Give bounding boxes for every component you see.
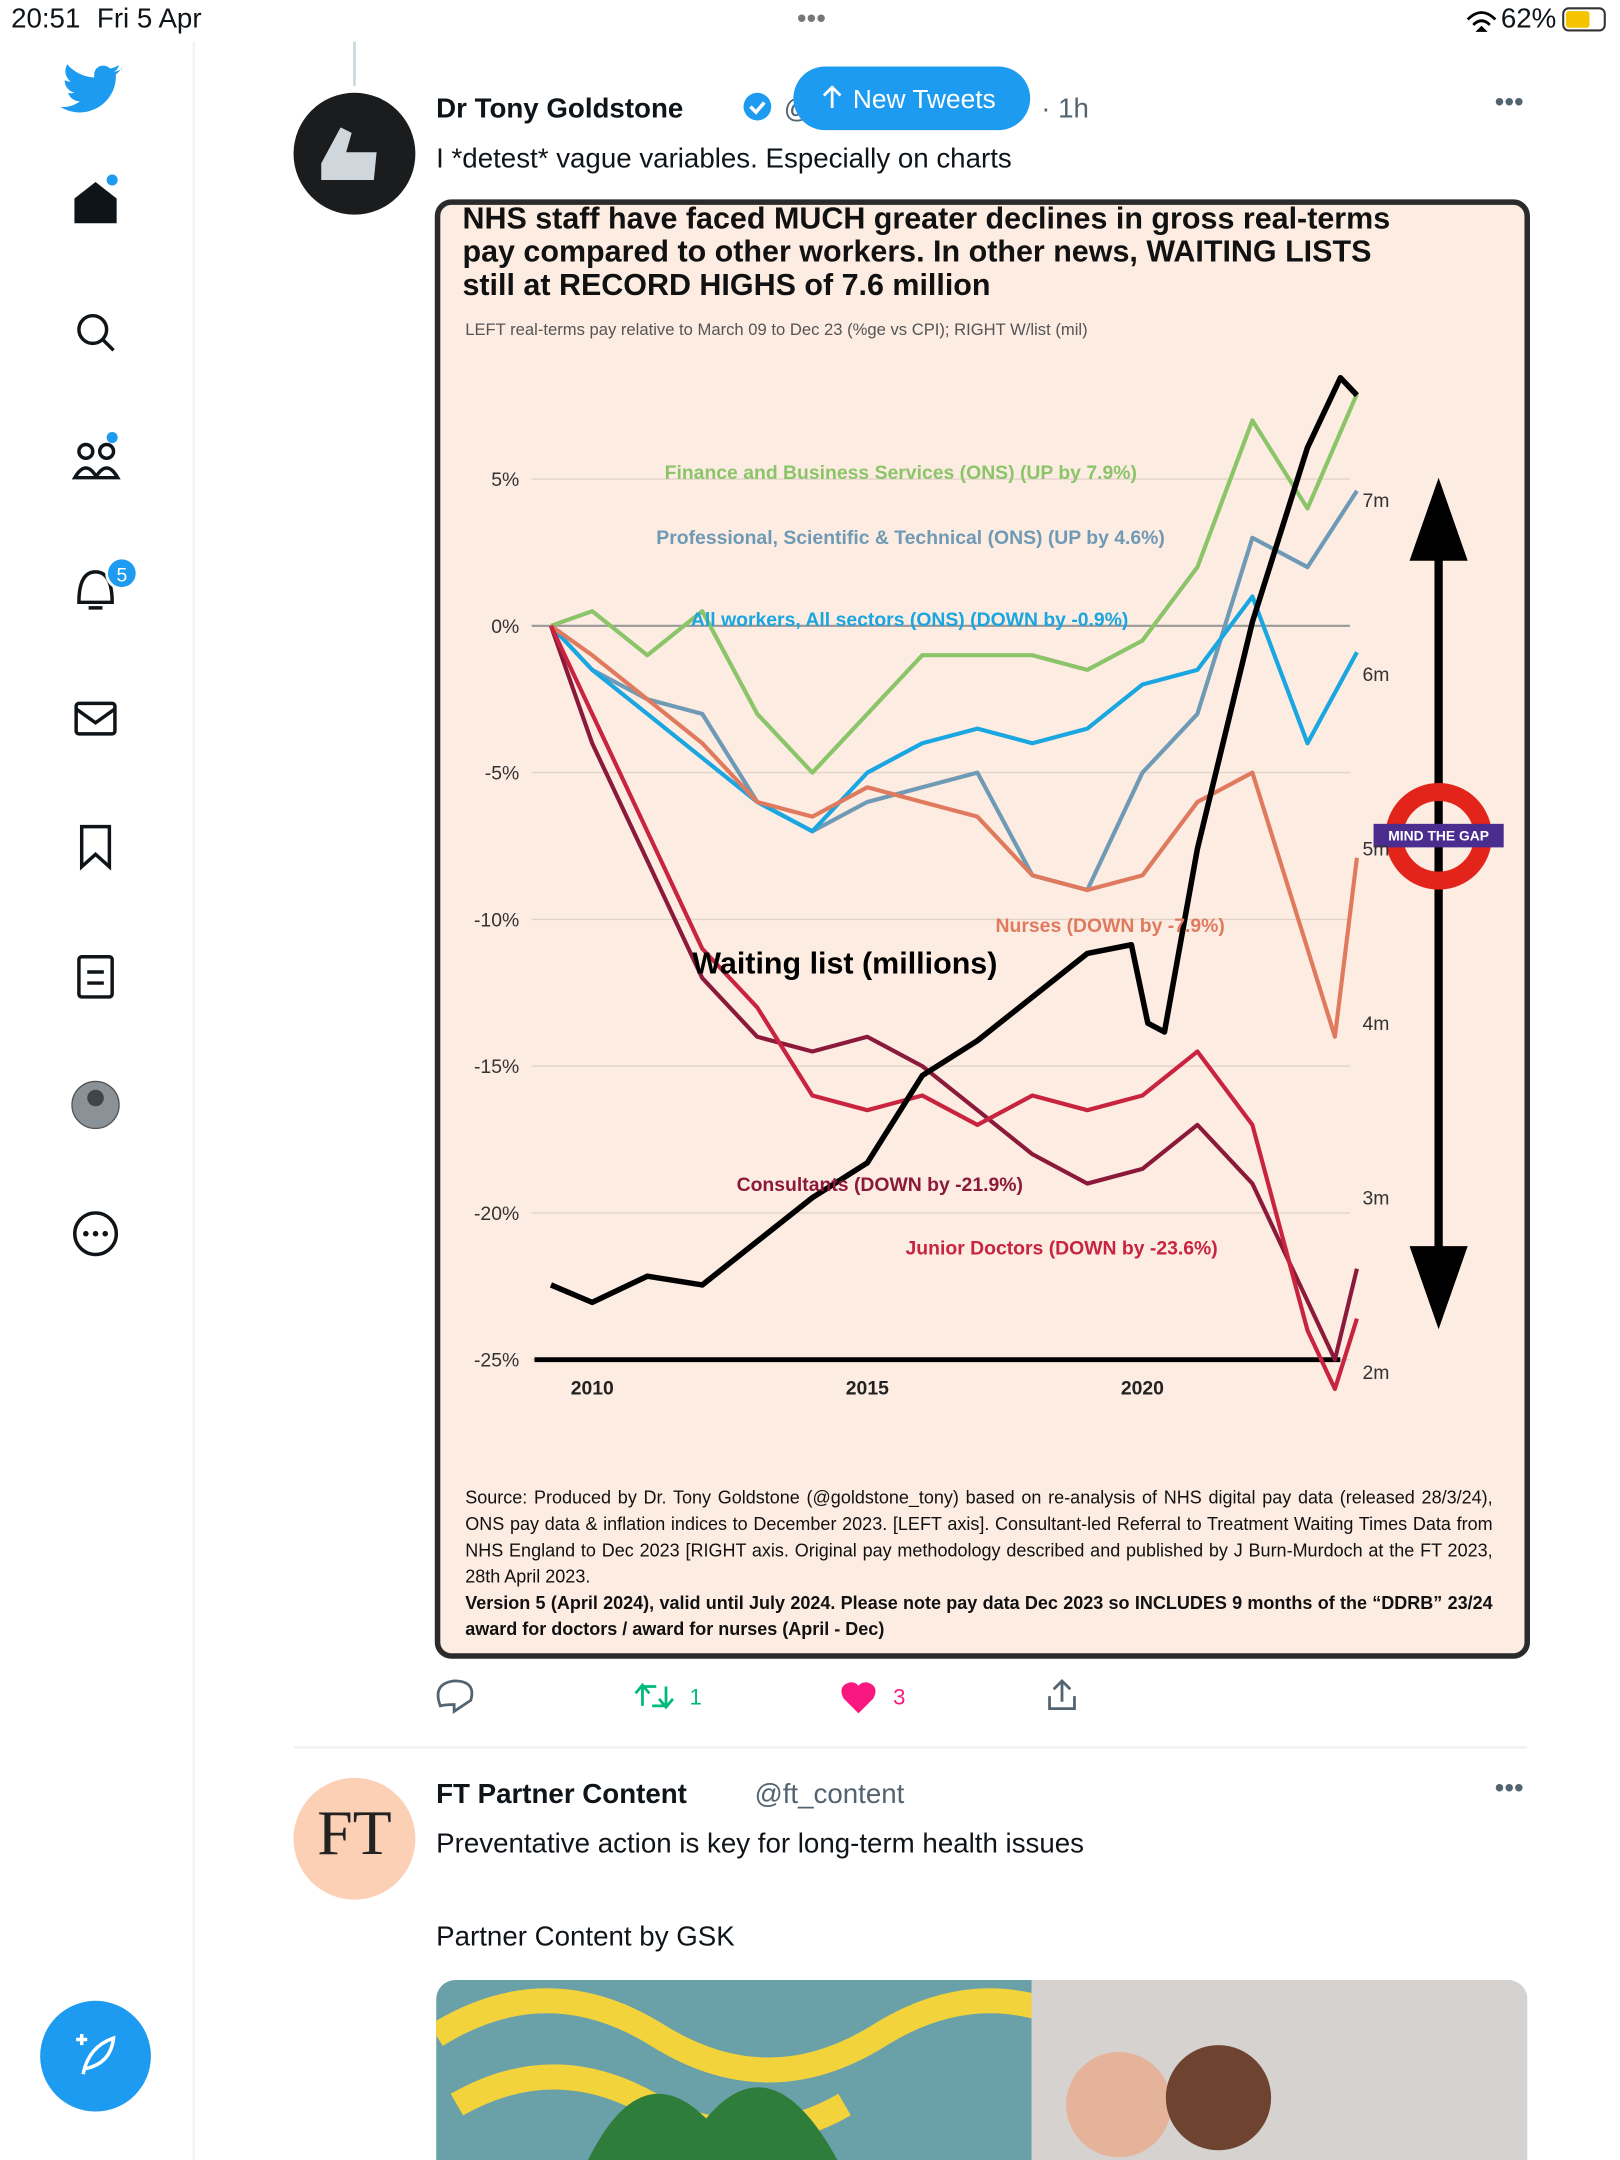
y-tick-label: 5% — [491, 469, 519, 491]
wifi-icon — [1466, 11, 1497, 32]
source: Source: Produced by Dr. Tony Goldstone (… — [465, 1484, 1492, 1642]
check — [749, 101, 766, 115]
source-text: Source: Produced by Dr. Tony Goldstone (… — [465, 1487, 1493, 1587]
version-text: Version 5 (April 2024), valid until July… — [465, 1592, 1493, 1640]
series-line — [549, 489, 1359, 893]
home-dot — [106, 174, 118, 186]
plot-area: 5% 0% -5% -10% -15% -20% -25% 2m 3m 4m 5m 6m 7m 2010 2… — [474, 374, 1389, 1399]
badge — [105, 556, 139, 590]
img-person — [1066, 2052, 1172, 2158]
verified-badge — [743, 92, 772, 121]
new-tweets-label[interactable]: New Tweets — [853, 84, 996, 114]
y-tick-label: -25% — [474, 1350, 519, 1372]
chart-image[interactable]: NHS staff have faced MUCH greater declin… — [434, 199, 1530, 1659]
messages-icon[interactable] — [74, 701, 117, 736]
y2-tick-label: 3m — [1362, 1188, 1389, 1210]
communities-icon[interactable] — [77, 442, 95, 461]
author-handle: @ft_content — [755, 1778, 905, 1809]
sponsor-text: Partner Content by GSK — [436, 1920, 735, 1951]
twitter-logo[interactable] — [60, 64, 123, 113]
avatar[interactable] — [293, 1777, 416, 1900]
series-line — [549, 374, 1359, 1306]
notification-count: 5 — [116, 565, 127, 587]
battery-icon — [1562, 7, 1606, 32]
nav-icons — [71, 181, 121, 1257]
y-tick-label: 0% — [491, 616, 519, 638]
compose-button[interactable] — [40, 2000, 151, 2112]
tweet-time: · 1h — [1041, 93, 1089, 124]
series-line — [549, 624, 1359, 1392]
series-label: Professional, Scientific & Technical (ON… — [656, 527, 1165, 549]
retweet-button[interactable] — [634, 1682, 674, 1710]
bookmarks-icon[interactable] — [79, 824, 112, 871]
badge-text: MIND THE GAP — [1388, 827, 1489, 843]
x-tick-label: 2020 — [1121, 1377, 1164, 1399]
communities-dot — [106, 432, 118, 444]
series-line — [549, 594, 1359, 834]
dot — [102, 1230, 108, 1237]
tweet-menu[interactable]: ••• — [1495, 86, 1524, 117]
tweet-text: Preventative action is key for long-term… — [436, 1828, 1084, 1859]
x-tick-label: 2010 — [571, 1377, 614, 1399]
series-label: All workers, All sectors (ONS) (DOWN by … — [691, 609, 1128, 631]
profile-head — [87, 1089, 104, 1107]
x-tick-label: 2015 — [846, 1377, 889, 1399]
author-name[interactable]: Dr Tony Goldstone — [436, 93, 683, 124]
reply-button[interactable] — [436, 1679, 474, 1714]
chart-title: NHS staff have faced MUCH greater declin… — [462, 202, 1391, 302]
y-tick-label: -10% — [474, 909, 519, 931]
y2-tick-label: 2m — [1362, 1362, 1389, 1384]
notifications-icon[interactable] — [77, 570, 114, 610]
img-art — [581, 2087, 845, 2160]
search-icon[interactable] — [77, 313, 109, 346]
roundel-bar — [1373, 823, 1504, 848]
lists-icon[interactable] — [77, 955, 114, 999]
source-box: Source: Produced by Dr. Tony Goldstone (… — [465, 1484, 1492, 1642]
chart-frame — [434, 199, 1530, 1659]
y2-tick-label: 4m — [1362, 1013, 1389, 1035]
retweet-count: 1 — [690, 1684, 702, 1709]
like-button[interactable] — [841, 1682, 876, 1714]
series-line — [550, 393, 1359, 775]
y-tick-label: -20% — [474, 1203, 519, 1225]
multitask-dots[interactable]: ••• — [797, 3, 826, 34]
home-icon[interactable] — [74, 181, 117, 224]
series-label: Junior Doctors (DOWN by -23.6%) — [906, 1237, 1218, 1259]
series-label: Nurses (DOWN by -7.9%) — [996, 915, 1225, 937]
avatar-thumb — [321, 127, 377, 180]
avatar-text: FT — [317, 1797, 391, 1868]
new-tweets-pill[interactable] — [793, 66, 1031, 131]
y2-tick-label: 7m — [1362, 490, 1389, 512]
arrow-up — [822, 85, 842, 108]
compose-icon — [76, 2034, 116, 2075]
chart-subtitle: LEFT real-terms pay relative to March 09… — [465, 320, 1087, 339]
y2-tick-label: 5m — [1362, 839, 1389, 861]
like-count: 3 — [893, 1684, 905, 1709]
tweet-text: I *detest* vague variables. Especially o… — [436, 143, 1012, 174]
tweet-actions — [436, 1678, 1076, 1714]
ad-image[interactable] — [436, 1980, 1528, 2160]
series-label: Finance and Business Services (ONS) (UP … — [665, 462, 1137, 484]
title-box: NHS staff have faced MUCH greater declin… — [462, 202, 1391, 302]
y-tick-label: -15% — [474, 1056, 519, 1078]
series-line — [548, 625, 1359, 1362]
status-date: Fri 5 Apr — [97, 3, 202, 34]
share-button[interactable] — [1048, 1678, 1076, 1710]
tweet-menu[interactable]: ••• — [1495, 1772, 1524, 1803]
dot — [92, 1230, 99, 1237]
series-label: Waiting list (millions) — [692, 946, 997, 980]
author-name[interactable]: FT Partner Content — [436, 1778, 687, 1809]
battery-level: 62% — [1501, 3, 1556, 34]
status-time: 20:51 — [11, 3, 80, 34]
y-tick-label: -5% — [485, 763, 519, 785]
series-label: Consultants (DOWN by -21.9%) — [737, 1174, 1023, 1196]
dot — [83, 1230, 89, 1237]
img-person — [1165, 2045, 1272, 2151]
more-icon[interactable] — [73, 1211, 119, 1257]
battery-fill — [1566, 11, 1590, 28]
y2-tick-label: 6m — [1362, 664, 1389, 686]
series-line — [549, 624, 1359, 1039]
